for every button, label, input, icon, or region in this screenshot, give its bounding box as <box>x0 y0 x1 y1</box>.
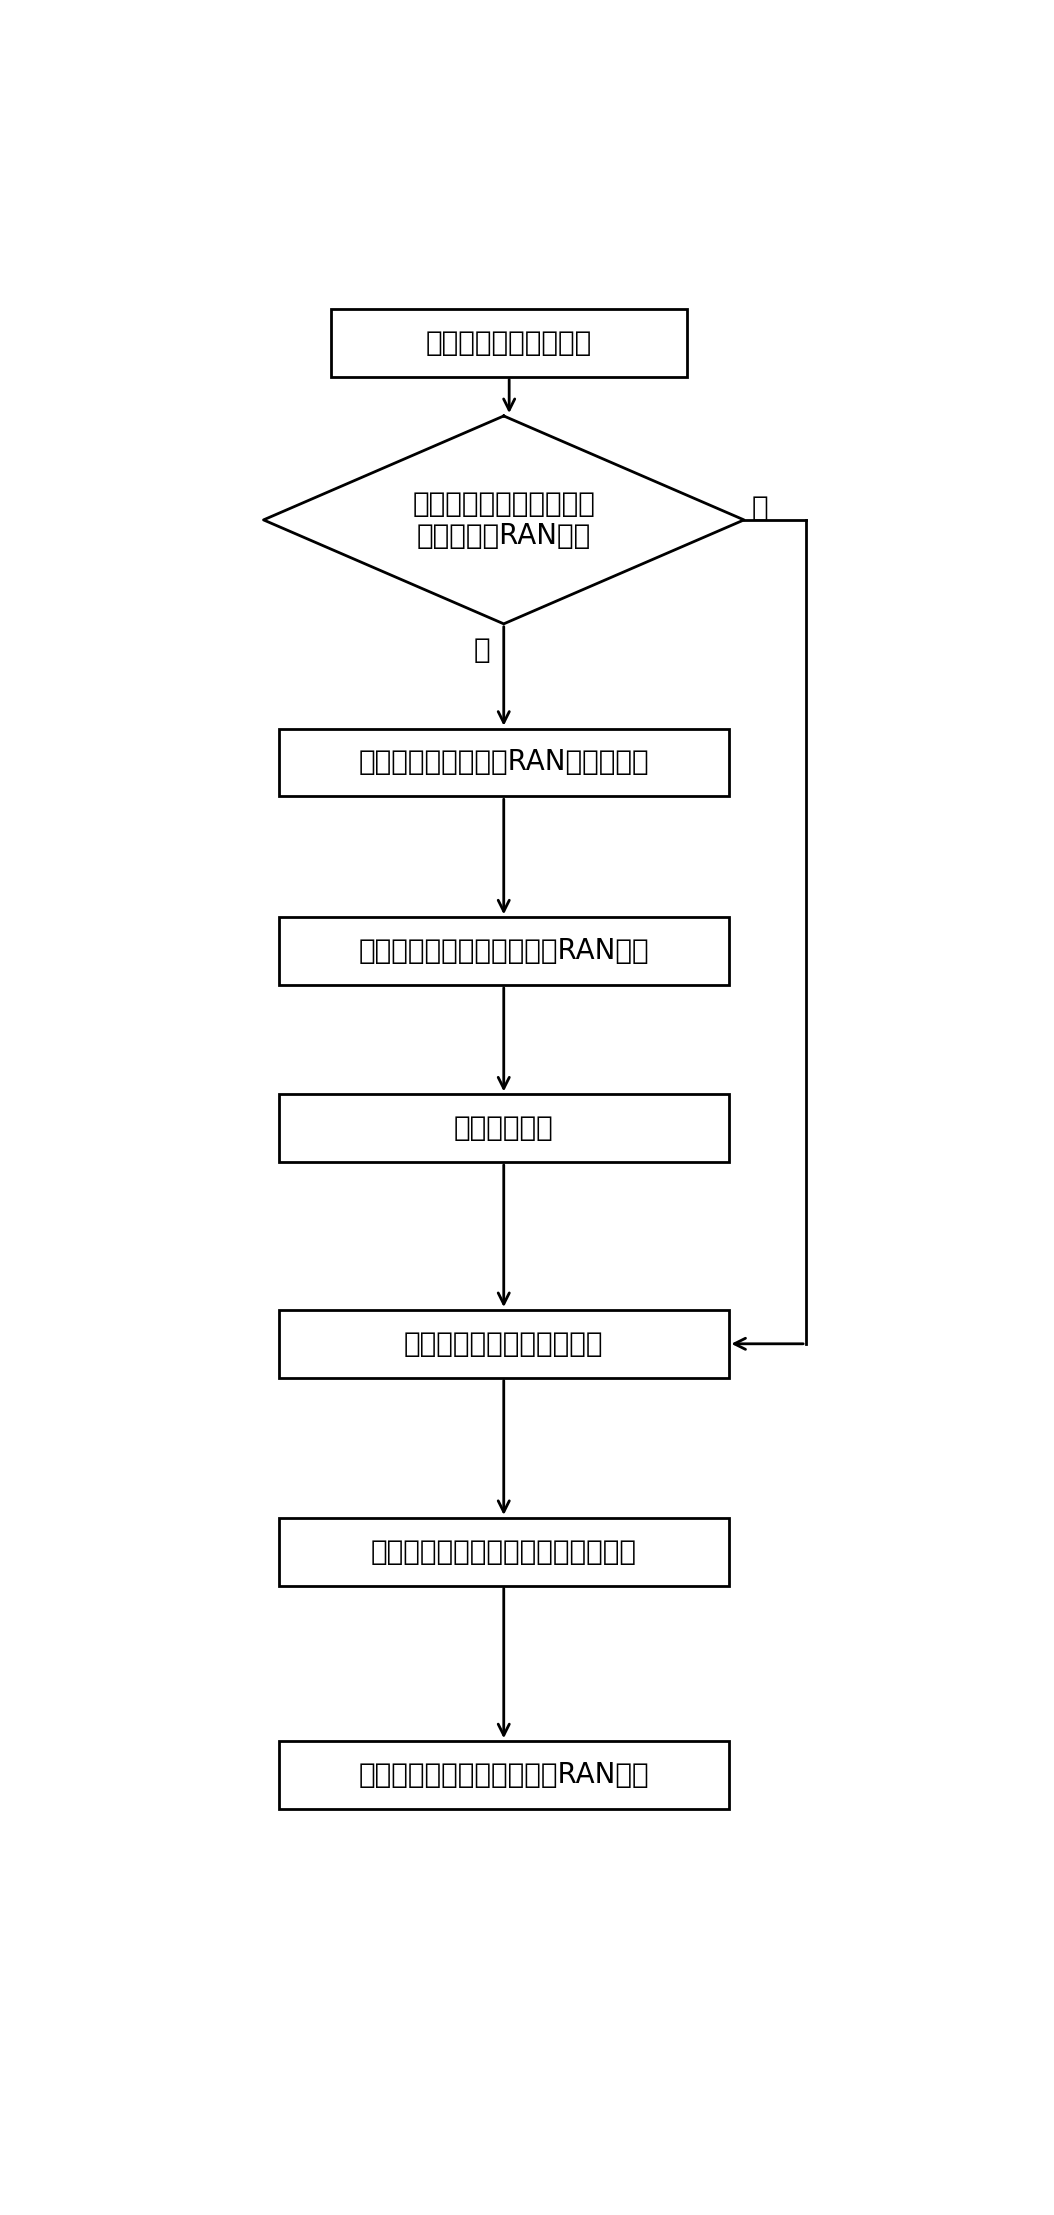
Text: 构建用户需求的无线接入网RAN切片: 构建用户需求的无线接入网RAN切片 <box>358 937 649 966</box>
Text: 判断是否存在用户需求的
无线接入网RAN切片: 判断是否存在用户需求的 无线接入网RAN切片 <box>412 490 596 549</box>
Bar <box>279 1094 728 1163</box>
Text: 是: 是 <box>752 494 768 523</box>
Bar <box>279 917 728 986</box>
Text: 调度用户需求的无线接入网RAN切片: 调度用户需求的无线接入网RAN切片 <box>358 1761 649 1790</box>
Text: 选取最优目标无线网络: 选取最优目标无线网络 <box>426 328 592 357</box>
Bar <box>279 1309 728 1378</box>
Text: 发送构建无线接入网RAN切片的请求: 发送构建无线接入网RAN切片的请求 <box>358 749 649 777</box>
Text: 发送切换请求: 发送切换请求 <box>454 1114 553 1143</box>
Text: 否: 否 <box>473 636 490 664</box>
Bar <box>279 1517 728 1586</box>
Text: 建立最优目标无线网络与用户的连接: 建立最优目标无线网络与用户的连接 <box>371 1537 637 1566</box>
Bar <box>331 308 687 377</box>
Text: 释放无线网络与用户的连接: 释放无线网络与用户的连接 <box>404 1329 604 1358</box>
Polygon shape <box>264 416 744 625</box>
Bar <box>279 729 728 797</box>
Bar <box>279 1741 728 1810</box>
